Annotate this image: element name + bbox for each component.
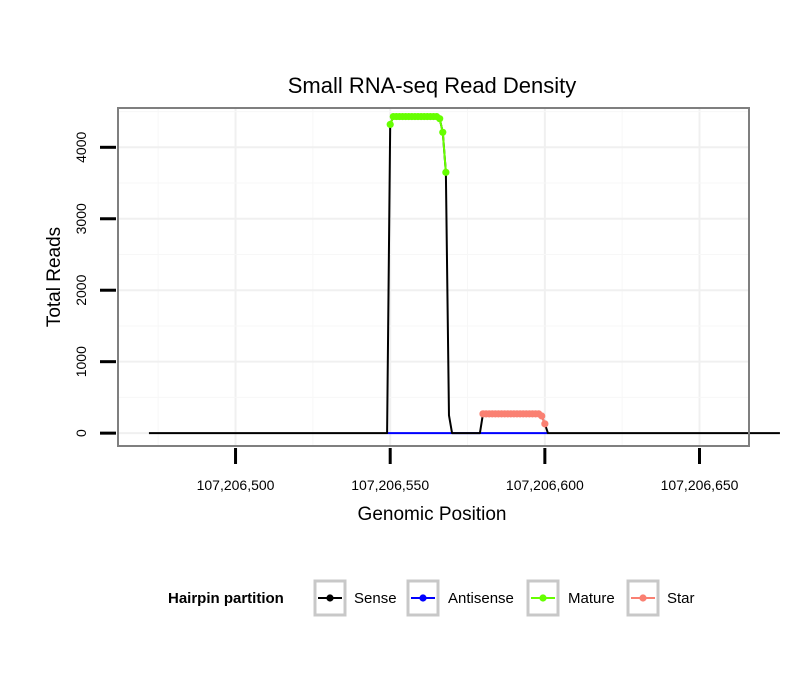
y-axis-ticks: 0 1000 2000 3000 4000 [73, 132, 116, 437]
legend-label-mature: Mature [568, 590, 615, 607]
series-layer [148, 112, 780, 435]
mature-point [386, 120, 394, 129]
plot-panel [118, 108, 749, 446]
legend-dot-mature [539, 594, 547, 602]
x-tick-label: 107,206,650 [661, 477, 739, 493]
star-point [538, 412, 546, 420]
y-tick-label: 3000 [73, 203, 89, 234]
legend-label-sense: Sense [354, 590, 397, 607]
y-tick-label: 4000 [73, 132, 89, 163]
x-tick-label: 107,206,600 [506, 477, 584, 493]
chart-title: Small RNA-seq Read Density [288, 73, 577, 98]
legend-title: Hairpin partition [168, 590, 284, 607]
y-tick-label: 1000 [73, 346, 89, 377]
x-axis-title: Genomic Position [358, 504, 507, 525]
mature-point [442, 168, 450, 176]
y-axis-title: Total Reads [44, 227, 65, 327]
x-tick-label: 107,206,500 [197, 477, 275, 493]
mature-point [436, 115, 444, 123]
star-point [541, 420, 549, 428]
y-tick-label: 0 [73, 429, 89, 437]
legend-label-antisense: Antisense [448, 590, 514, 607]
legend-dot-antisense [419, 594, 427, 602]
legend-dot-sense [326, 594, 334, 602]
mature-point [439, 128, 447, 136]
legend-label-star: Star [667, 590, 695, 607]
plot-border [117, 107, 750, 447]
y-tick-label: 2000 [73, 274, 89, 305]
x-axis-ticks: 107,206,500 107,206,550 107,206,600 107,206… [197, 448, 739, 493]
legend: Hairpin partition Sense Antisense Mature St… [168, 579, 695, 617]
x-tick-label: 107,206,550 [351, 477, 429, 493]
legend-dot-star [639, 594, 647, 602]
